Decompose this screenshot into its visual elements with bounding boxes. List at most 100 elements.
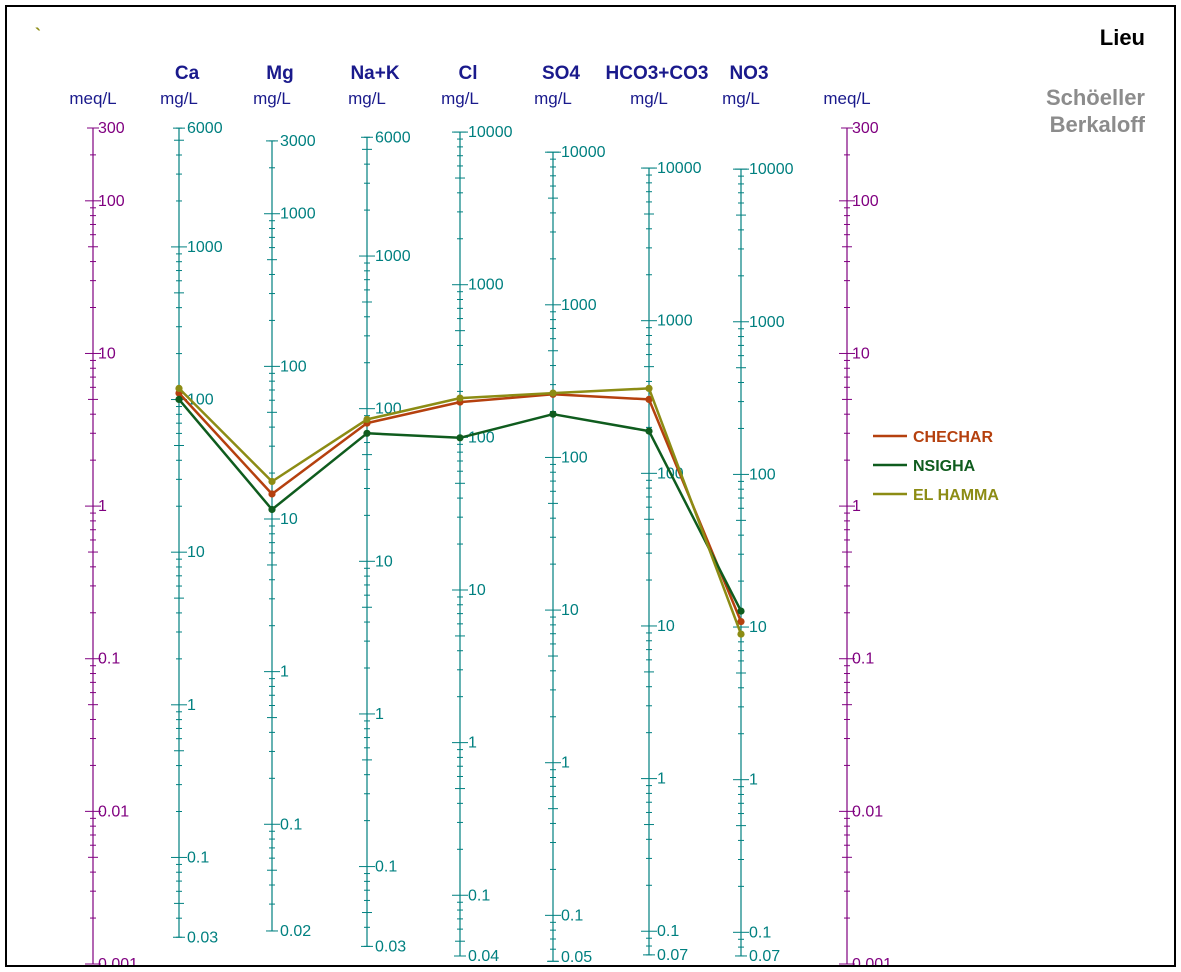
series-nsigha-point: [645, 427, 653, 435]
axis-ca-tick-label: 0.1: [187, 849, 209, 866]
axis-ca-unit: mg/L: [160, 89, 198, 108]
axis-na-k-tick-label: 0.1: [375, 859, 397, 876]
axis-ca-ion-label: Ca: [175, 63, 200, 84]
axis-so4: SO4 mg/L 10000 1000 100 10 1 0.1 0.05: [534, 63, 605, 965]
axis-so4-tick-label: 0.05: [561, 949, 592, 965]
legend-label: EL HAMMA: [913, 487, 999, 504]
legend-label: CHECHAR: [913, 429, 993, 446]
axis-no3-tick-label: 1: [749, 772, 758, 789]
axis-na-k-unit: mg/L: [348, 89, 386, 108]
chart-title: Lieu: [1100, 25, 1145, 50]
series-el-hamma-point: [456, 394, 464, 402]
legend-item: NSIGHA: [873, 458, 976, 475]
series-nsigha-point: [268, 505, 276, 514]
axis-no3-tick-label: 10000: [749, 161, 794, 178]
axis-mg-tick-label: 0.1: [280, 816, 302, 833]
axis-hco3-co3-tick-label: 10: [657, 618, 675, 635]
series-chechar-point: [737, 618, 745, 626]
axis-so4-tick-label: 0.1: [561, 907, 583, 924]
axis-cl-tick-label: 0.04: [468, 948, 499, 965]
axis-na-k-tick-label: 10: [375, 553, 393, 570]
meq-axis-left-unit: meq/L: [69, 89, 116, 108]
legend-item: CHECHAR: [873, 429, 993, 446]
series-group: [175, 384, 745, 638]
series-nsigha-point: [175, 395, 183, 403]
series-chechar-point: [268, 490, 276, 498]
axis-ca-tick-label: 1: [187, 697, 196, 714]
series-el-hamma-point: [549, 389, 557, 397]
axis-na-k-tick-label: 6000: [375, 129, 411, 146]
meq-axis-right-tick-label: 10: [852, 345, 870, 362]
series-chechar-point: [645, 395, 653, 403]
series-el-hamma-point: [645, 384, 653, 392]
method-label-line1: Schöeller: [1046, 85, 1145, 110]
meq-axis-left-tick-label: 0.1: [98, 651, 120, 668]
axis-ca-tick-label: 0.03: [187, 929, 218, 946]
series-el-hamma-point: [175, 384, 183, 392]
axis-ca-tick-label: 6000: [187, 120, 223, 137]
axis-so4-tick-label: 100: [561, 449, 588, 466]
axis-cl-tick-label: 0.1: [468, 887, 490, 904]
series-el-hamma-point: [363, 415, 371, 423]
axis-cl-unit: mg/L: [441, 89, 479, 108]
axis-mg-tick-label: 100: [280, 358, 307, 375]
meq-axis-right-tick-label: 1: [852, 498, 861, 515]
axis-mg-tick-label: 0.02: [280, 923, 311, 940]
axis-so4-tick-label: 10000: [561, 144, 606, 161]
meq-axis-left-tick-label: 100: [98, 193, 125, 210]
axis-na-k-tick-label: 0.03: [375, 938, 406, 955]
meq-axis-left-tick-label: 0.001: [98, 956, 138, 965]
axis-mg-unit: mg/L: [253, 89, 291, 108]
corner-mark: `: [35, 25, 41, 45]
axis-mg: Mg mg/L 3000 1000 100 10 1 0.1 0.02: [253, 63, 316, 940]
axis-cl-tick-label: 1: [468, 735, 477, 752]
series-nsigha-point: [363, 429, 371, 437]
meq-axis-right-tick-label: 100: [852, 193, 879, 210]
schoeller-berkaloff-chart: ` Lieu Schöeller Berkaloff meq/L30010010…: [35, 25, 1146, 965]
axis-na-k-tick-label: 1: [375, 706, 384, 723]
axis-na-k-ion-label: Na+K: [350, 63, 399, 84]
chart-frame: ` Lieu Schöeller Berkaloff meq/L 300 100 10…: [5, 5, 1176, 967]
method-label-line2: Berkaloff: [1050, 112, 1146, 137]
axis-cl-tick-label: 10: [468, 582, 486, 599]
axis-mg-ion-label: Mg: [266, 63, 293, 84]
legend-item: EL HAMMA: [873, 487, 999, 504]
axis-mg-tick-label: 10: [280, 511, 298, 528]
series-el-hamma-point: [737, 630, 745, 638]
legend: CHECHAR NSIGHA EL HAMMA: [873, 429, 999, 504]
axis-hco3-co3-tick-label: 0.07: [657, 947, 688, 964]
axis-no3-tick-label: 1000: [749, 314, 785, 331]
axis-cl-ion-label: Cl: [459, 63, 478, 84]
axis-so4-tick-label: 1000: [561, 297, 597, 314]
series-nsigha-point: [549, 410, 557, 418]
axis-hco3-co3-tick-label: 1000: [657, 313, 693, 330]
series-nsigha: [175, 395, 745, 615]
axis-no3-unit: mg/L: [722, 89, 760, 108]
axis-mg-tick-label: 3000: [280, 133, 316, 150]
axis-mg-tick-label: 1: [280, 664, 289, 681]
axis-na-k-tick-label: 1000: [375, 248, 411, 265]
axis-so4-tick-label: 1: [561, 755, 570, 772]
axis-hco3-co3-tick-label: 10000: [657, 160, 702, 177]
axis-no3-tick-label: 0.07: [749, 948, 780, 965]
axis-hco3-co3-tick-label: 1: [657, 771, 666, 788]
meq-axis-left-tick-label: 1: [98, 498, 107, 515]
axes-group: meq/L 300 100 10 1 0.1 0.01 0.001 meq/L 300 100 10 1…: [69, 63, 892, 965]
series-nsigha-point: [456, 434, 464, 442]
axis-ca-tick-label: 1000: [187, 239, 223, 256]
axis-hco3-co3-ion-label: HCO3+CO3: [606, 63, 709, 84]
meq-axis-right-tick-label: 0.1: [852, 651, 874, 668]
meq-axis-left: meq/L 300 100 10 1 0.1 0.01 0.001: [69, 89, 138, 965]
series-el-hamma-point: [268, 477, 276, 486]
axis-ca-tick-label: 10: [187, 544, 205, 561]
axis-no3-ion-label: NO3: [729, 63, 768, 84]
meq-axis-right: meq/L 300 100 10 1 0.1 0.01 0.001: [823, 89, 892, 965]
axis-mg-tick-label: 1000: [280, 206, 316, 223]
meq-axis-left-tick-label: 0.01: [98, 803, 129, 820]
axis-no3-tick-label: 10: [749, 619, 767, 636]
axis-cl-tick-label: 1000: [468, 277, 504, 294]
